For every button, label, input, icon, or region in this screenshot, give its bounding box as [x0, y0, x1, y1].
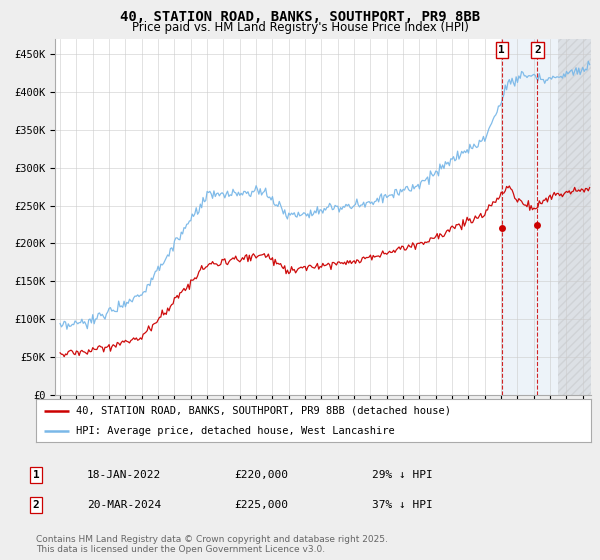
Text: 40, STATION ROAD, BANKS, SOUTHPORT, PR9 8BB (detached house): 40, STATION ROAD, BANKS, SOUTHPORT, PR9 … — [76, 405, 451, 416]
Text: Contains HM Land Registry data © Crown copyright and database right 2025.
This d: Contains HM Land Registry data © Crown c… — [36, 535, 388, 554]
Bar — [559, 39, 599, 395]
Text: Price paid vs. HM Land Registry's House Price Index (HPI): Price paid vs. HM Land Registry's House … — [131, 21, 469, 34]
Text: 37% ↓ HPI: 37% ↓ HPI — [372, 500, 433, 510]
Text: 1: 1 — [499, 45, 505, 55]
Text: 1: 1 — [32, 470, 40, 480]
Text: 2: 2 — [534, 45, 541, 55]
Text: £225,000: £225,000 — [234, 500, 288, 510]
Text: 18-JAN-2022: 18-JAN-2022 — [87, 470, 161, 480]
Text: 29% ↓ HPI: 29% ↓ HPI — [372, 470, 433, 480]
Text: £220,000: £220,000 — [234, 470, 288, 480]
Text: 2: 2 — [32, 500, 40, 510]
Text: 20-MAR-2024: 20-MAR-2024 — [87, 500, 161, 510]
Text: HPI: Average price, detached house, West Lancashire: HPI: Average price, detached house, West… — [76, 426, 395, 436]
Bar — [501, 39, 599, 395]
Text: 40, STATION ROAD, BANKS, SOUTHPORT, PR9 8BB: 40, STATION ROAD, BANKS, SOUTHPORT, PR9 … — [120, 10, 480, 24]
